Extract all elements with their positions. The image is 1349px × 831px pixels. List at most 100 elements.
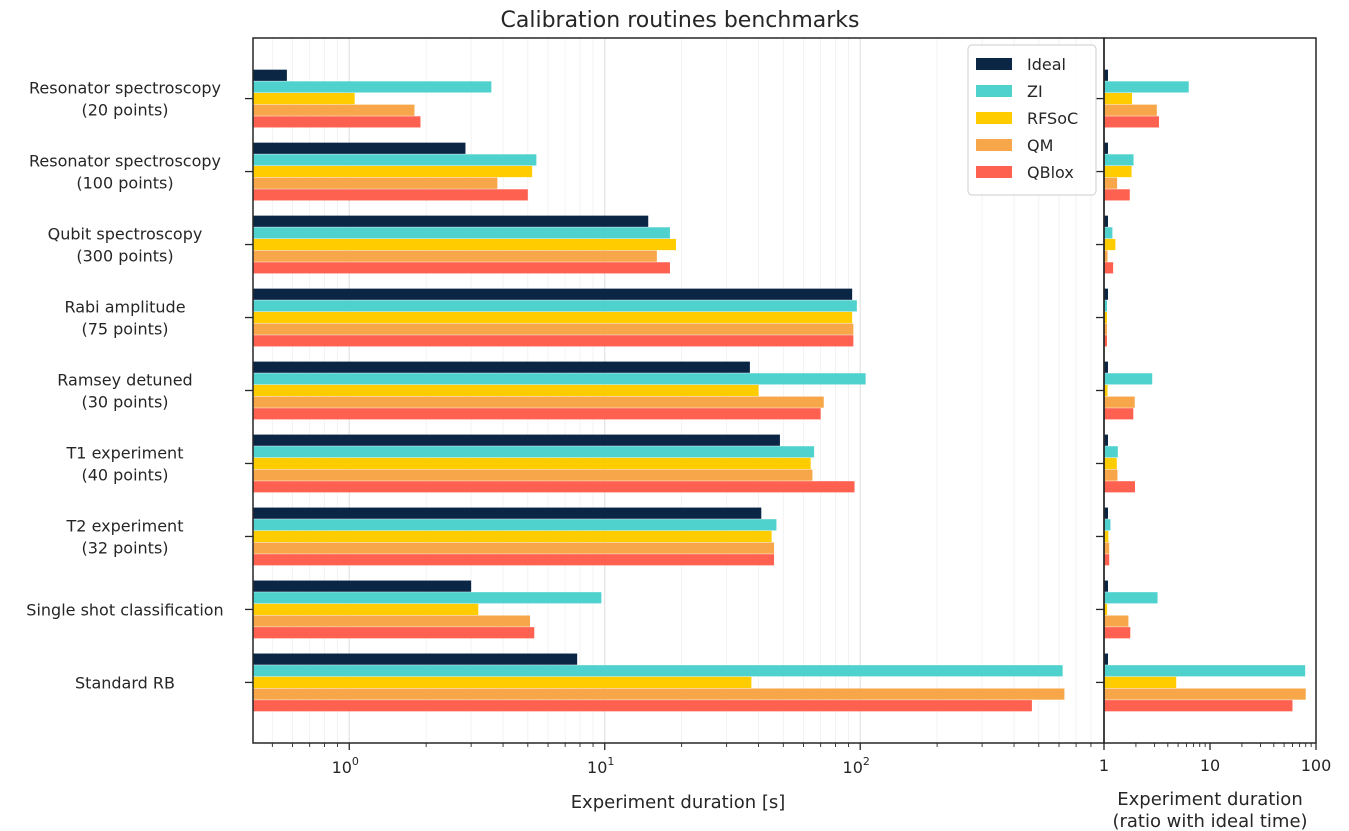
ratio-bar-rfsoc-3: [1104, 311, 1107, 324]
bar-zi-1: [253, 154, 537, 166]
category-label: (100 points): [76, 174, 173, 193]
category-label: T1 experiment: [66, 443, 184, 462]
ratio-bar-ideal-1: [1104, 142, 1108, 154]
bar-qblox-6: [253, 554, 775, 566]
bar-qm-5: [253, 469, 813, 481]
bar-rfsoc-3: [253, 311, 853, 324]
category-label: (20 points): [81, 101, 168, 120]
category-label: T2 experiment: [66, 516, 184, 535]
ratio-bar-ideal-3: [1104, 288, 1108, 300]
ratio-bar-qblox-6: [1104, 554, 1110, 566]
ratio-bar-zi-5: [1104, 446, 1118, 458]
ratio-bar-qm-3: [1104, 323, 1107, 335]
duration-bars: [253, 69, 1065, 712]
ratio-axis-label-line: (ratio with ideal time): [1112, 811, 1307, 831]
category-label: (75 points): [81, 320, 168, 339]
bar-zi-6: [253, 519, 777, 531]
chart-title: Calibration routines benchmarks: [501, 8, 860, 33]
ratio-plot-frame: [1103, 37, 1317, 744]
bar-qblox-0: [253, 116, 421, 128]
ratio-bar-qm-7: [1104, 615, 1129, 627]
ratio-bar-zi-6: [1104, 519, 1111, 531]
category-label: Standard RB: [75, 673, 175, 692]
x-axis-label: Experiment duration [s]: [571, 792, 786, 813]
ratio-bar-rfsoc-2: [1104, 238, 1116, 251]
ratio-tick-label: 1: [1099, 756, 1109, 775]
x-tick-label: 100: [332, 755, 359, 777]
bar-qblox-7: [253, 627, 535, 639]
ratio-bar-zi-1: [1104, 154, 1134, 166]
axis-labels: 100 101 102 1 10 100 Experiment duration [s] Ex…: [26, 79, 1331, 831]
ratio-bar-qblox-3: [1104, 335, 1107, 347]
ratio-bar-rfsoc-0: [1104, 92, 1133, 105]
bar-rfsoc-1: [253, 165, 533, 178]
ratio-bar-qblox-2: [1104, 262, 1114, 274]
legend-box: [967, 44, 1097, 196]
category-label: Resonator spectroscopy: [29, 79, 221, 98]
ratio-bar-zi-8: [1104, 665, 1306, 677]
ratio-bar-qm-6: [1104, 542, 1110, 554]
bar-zi-8: [253, 665, 1063, 677]
bar-qblox-5: [253, 481, 855, 493]
bar-qblox-1: [253, 189, 528, 201]
legend-swatch-zi: [976, 85, 1012, 97]
legend-label-qblox: QBlox: [1027, 163, 1074, 182]
ratio-bar-ideal-0: [1104, 69, 1108, 81]
bar-qblox-8: [253, 700, 1032, 712]
category-label: (30 points): [81, 393, 168, 412]
bar-ideal-3: [253, 288, 853, 300]
bar-zi-2: [253, 227, 670, 239]
bar-rfsoc-4: [253, 384, 759, 397]
ratio-bar-qblox-7: [1104, 627, 1131, 639]
bar-rfsoc-8: [253, 676, 752, 689]
category-label: (40 points): [81, 465, 168, 484]
ratio-bar-qblox-1: [1104, 189, 1130, 201]
bar-ideal-2: [253, 215, 649, 227]
bar-zi-3: [253, 300, 857, 312]
ratio-bar-qm-1: [1104, 177, 1118, 189]
ratio-bar-qblox-0: [1104, 116, 1159, 128]
category-label: Single shot classification: [26, 600, 223, 619]
ratio-bar-ideal-8: [1104, 653, 1108, 665]
legend-swatch-qm: [976, 139, 1012, 151]
bar-qm-1: [253, 177, 498, 189]
bar-ideal-4: [253, 361, 750, 373]
x-tick-label: 101: [587, 755, 614, 777]
ratio-axis-label-line: Experiment duration: [1117, 789, 1302, 810]
bar-zi-4: [253, 373, 866, 385]
bar-ideal-6: [253, 507, 762, 519]
ratio-bar-qm-0: [1104, 104, 1157, 116]
category-label: (300 points): [76, 247, 173, 266]
bar-zi-5: [253, 446, 815, 458]
ratio-bar-rfsoc-8: [1104, 676, 1177, 689]
ratio-bar-qm-4: [1104, 396, 1135, 408]
ratio-bar-zi-3: [1104, 300, 1107, 312]
category-label: Resonator spectroscopy: [29, 152, 221, 171]
bar-qm-6: [253, 542, 775, 554]
bar-zi-7: [253, 592, 602, 604]
category-label: (32 points): [81, 538, 168, 557]
legend-label-qm: QM: [1027, 136, 1053, 155]
bar-qm-3: [253, 323, 854, 335]
bar-ideal-5: [253, 434, 780, 446]
bar-rfsoc-2: [253, 238, 676, 251]
bar-qblox-2: [253, 262, 670, 274]
ratio-bar-ideal-2: [1104, 215, 1108, 227]
bar-rfsoc-5: [253, 457, 811, 470]
bar-qm-2: [253, 250, 657, 262]
ratio-bar-ideal-4: [1104, 361, 1108, 373]
ratio-bar-zi-2: [1104, 227, 1113, 239]
ratio-bar-qblox-5: [1104, 481, 1135, 493]
ratio-bars: [1104, 69, 1306, 712]
bar-rfsoc-0: [253, 92, 355, 105]
bar-ideal-8: [253, 653, 578, 665]
ratio-bar-zi-7: [1104, 592, 1158, 604]
category-label: Ramsey detuned: [57, 371, 192, 390]
ratio-bar-rfsoc-4: [1104, 384, 1108, 397]
bar-qblox-3: [253, 335, 854, 347]
bar-ideal-0: [253, 69, 287, 81]
ratio-bar-qm-2: [1104, 250, 1108, 262]
bar-rfsoc-6: [253, 530, 772, 543]
ratio-bar-rfsoc-1: [1104, 165, 1132, 178]
